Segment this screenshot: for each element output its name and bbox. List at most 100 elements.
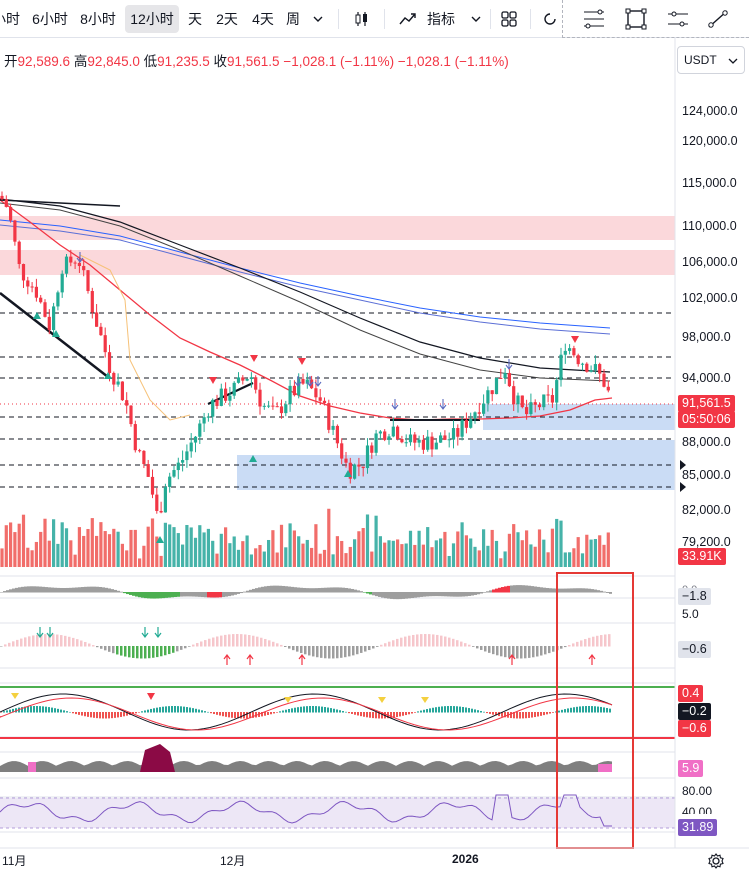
candle-body xyxy=(340,443,344,459)
trend-line-icon[interactable] xyxy=(703,5,733,33)
osc3-bar xyxy=(390,712,392,718)
demand-zone xyxy=(470,440,675,455)
osc3-bar xyxy=(183,706,185,713)
candle-body xyxy=(417,439,421,443)
osc1-bar xyxy=(261,586,264,593)
osc1-bar xyxy=(468,592,471,596)
refresh-icon[interactable] xyxy=(538,5,562,33)
osc2-bar xyxy=(468,644,471,647)
osc3-bar xyxy=(171,706,173,713)
candle-body xyxy=(477,412,481,414)
parallel-channel-icon[interactable] xyxy=(663,5,693,33)
candle-body xyxy=(430,436,434,450)
volume-bar xyxy=(340,540,344,567)
candle-body xyxy=(331,425,335,430)
layout-grid-icon[interactable] xyxy=(497,5,521,33)
osc2-bar xyxy=(176,646,179,652)
osc1-bar xyxy=(510,585,513,593)
osc3-bar xyxy=(207,711,209,713)
osc1-bar xyxy=(276,585,279,593)
timeframe-2d[interactable]: 2天 xyxy=(216,11,238,27)
supply-zone xyxy=(0,216,675,240)
osc3-bar xyxy=(69,711,71,713)
up-arrow-red-icon xyxy=(246,654,254,665)
osc1-bar xyxy=(579,588,582,593)
timeframe-1d[interactable]: 天 xyxy=(188,11,202,27)
timeframe-1w[interactable]: 周 xyxy=(286,11,300,27)
candle-body xyxy=(456,428,460,437)
osc1-bar xyxy=(471,592,474,596)
rectangle-tool-icon[interactable] xyxy=(621,5,651,33)
volume-bar xyxy=(413,544,417,567)
buy-signal-marker xyxy=(104,372,112,379)
osc1-bar xyxy=(111,589,114,593)
osc3-bar xyxy=(21,707,23,713)
volume-bar xyxy=(602,544,606,567)
osc2-bar xyxy=(0,646,3,647)
osc2-bar xyxy=(232,634,235,647)
osc1-bar xyxy=(405,592,408,599)
osc3-bar xyxy=(249,712,251,719)
osc1-bar xyxy=(393,592,396,600)
buy-signal-marker xyxy=(156,536,164,543)
volume-bar xyxy=(163,522,167,567)
osc1-bar xyxy=(297,587,300,593)
candle-body xyxy=(374,433,378,453)
indicators-chevron-icon[interactable] xyxy=(466,5,486,33)
settings-gear-icon[interactable] xyxy=(707,852,725,870)
timeframe-1h[interactable]: 小时 xyxy=(0,11,20,27)
currency-select[interactable]: USDT xyxy=(677,46,745,74)
osc2-bar xyxy=(216,636,219,647)
candle-body xyxy=(297,378,301,396)
volume-bar xyxy=(469,538,473,567)
indicators-button[interactable]: 指标 xyxy=(427,11,455,27)
time-tick: 12月 xyxy=(220,854,246,868)
indicators-icon[interactable] xyxy=(396,5,420,33)
osc1-bar xyxy=(573,588,576,593)
timeframe-12h[interactable]: 12小时 xyxy=(125,5,179,33)
volume-bar xyxy=(396,539,400,567)
timeframe-8h[interactable]: 8小时 xyxy=(80,11,116,27)
osc3-bar xyxy=(519,712,521,719)
osc1-bar xyxy=(234,592,237,595)
candle-body xyxy=(512,386,516,405)
osc2-bar xyxy=(544,646,547,655)
price-tick: 79,200.0 xyxy=(682,535,731,549)
timeframe-4d[interactable]: 4天 xyxy=(252,11,274,27)
osc3-bar xyxy=(135,712,137,714)
osc1-bar xyxy=(201,592,204,598)
candle-body xyxy=(516,395,520,405)
osc3-bar xyxy=(354,712,356,715)
osc3-bar xyxy=(531,712,533,718)
fib-retracement-icon[interactable] xyxy=(579,5,609,33)
osc2-bar xyxy=(576,641,579,647)
osc2-bar xyxy=(120,646,123,656)
volume-bar xyxy=(378,536,382,567)
osc1-bar xyxy=(30,586,33,593)
osc2-bar xyxy=(248,635,251,647)
osc1-bar xyxy=(609,592,612,594)
osc2-bar xyxy=(80,640,83,647)
osc1-bar xyxy=(72,587,75,593)
osc1-bar xyxy=(438,592,441,597)
volume-bar xyxy=(404,543,408,567)
osc2-bar xyxy=(8,642,11,647)
volume-bar xyxy=(482,529,486,567)
volume-bar xyxy=(391,540,395,567)
osc2-bar xyxy=(228,634,231,647)
candle-body xyxy=(0,195,4,200)
timeframe-6h[interactable]: 6小时 xyxy=(32,11,68,27)
candle-body xyxy=(421,439,425,450)
osc1-bar xyxy=(12,588,15,593)
osc2-bar xyxy=(428,634,431,647)
high-value: 92,845.0 xyxy=(87,54,140,69)
candle-type-icon[interactable] xyxy=(350,5,374,33)
timeframe-dropdown-chevron-icon[interactable] xyxy=(306,5,330,33)
osc3-bar xyxy=(357,712,359,716)
down-arrow-green-icon xyxy=(141,627,149,638)
volume-bar xyxy=(499,558,503,567)
osc2-bar xyxy=(496,646,499,656)
osc1-bar xyxy=(96,586,99,593)
